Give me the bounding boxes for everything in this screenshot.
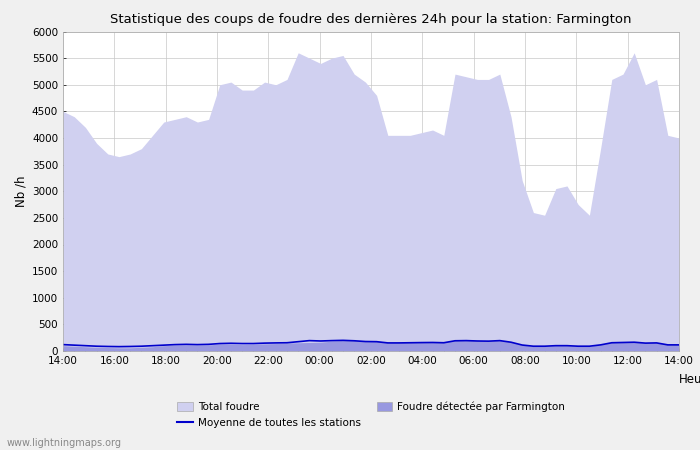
Legend: Total foudre, Moyenne de toutes les stations, Foudre détectée par Farmington: Total foudre, Moyenne de toutes les stat… [173, 398, 569, 432]
Text: www.lightningmaps.org: www.lightningmaps.org [7, 438, 122, 448]
Title: Statistique des coups de foudre des dernières 24h pour la station: Farmington: Statistique des coups de foudre des dern… [111, 13, 631, 26]
Y-axis label: Nb /h: Nb /h [15, 176, 28, 207]
Text: Heure: Heure [679, 374, 700, 387]
